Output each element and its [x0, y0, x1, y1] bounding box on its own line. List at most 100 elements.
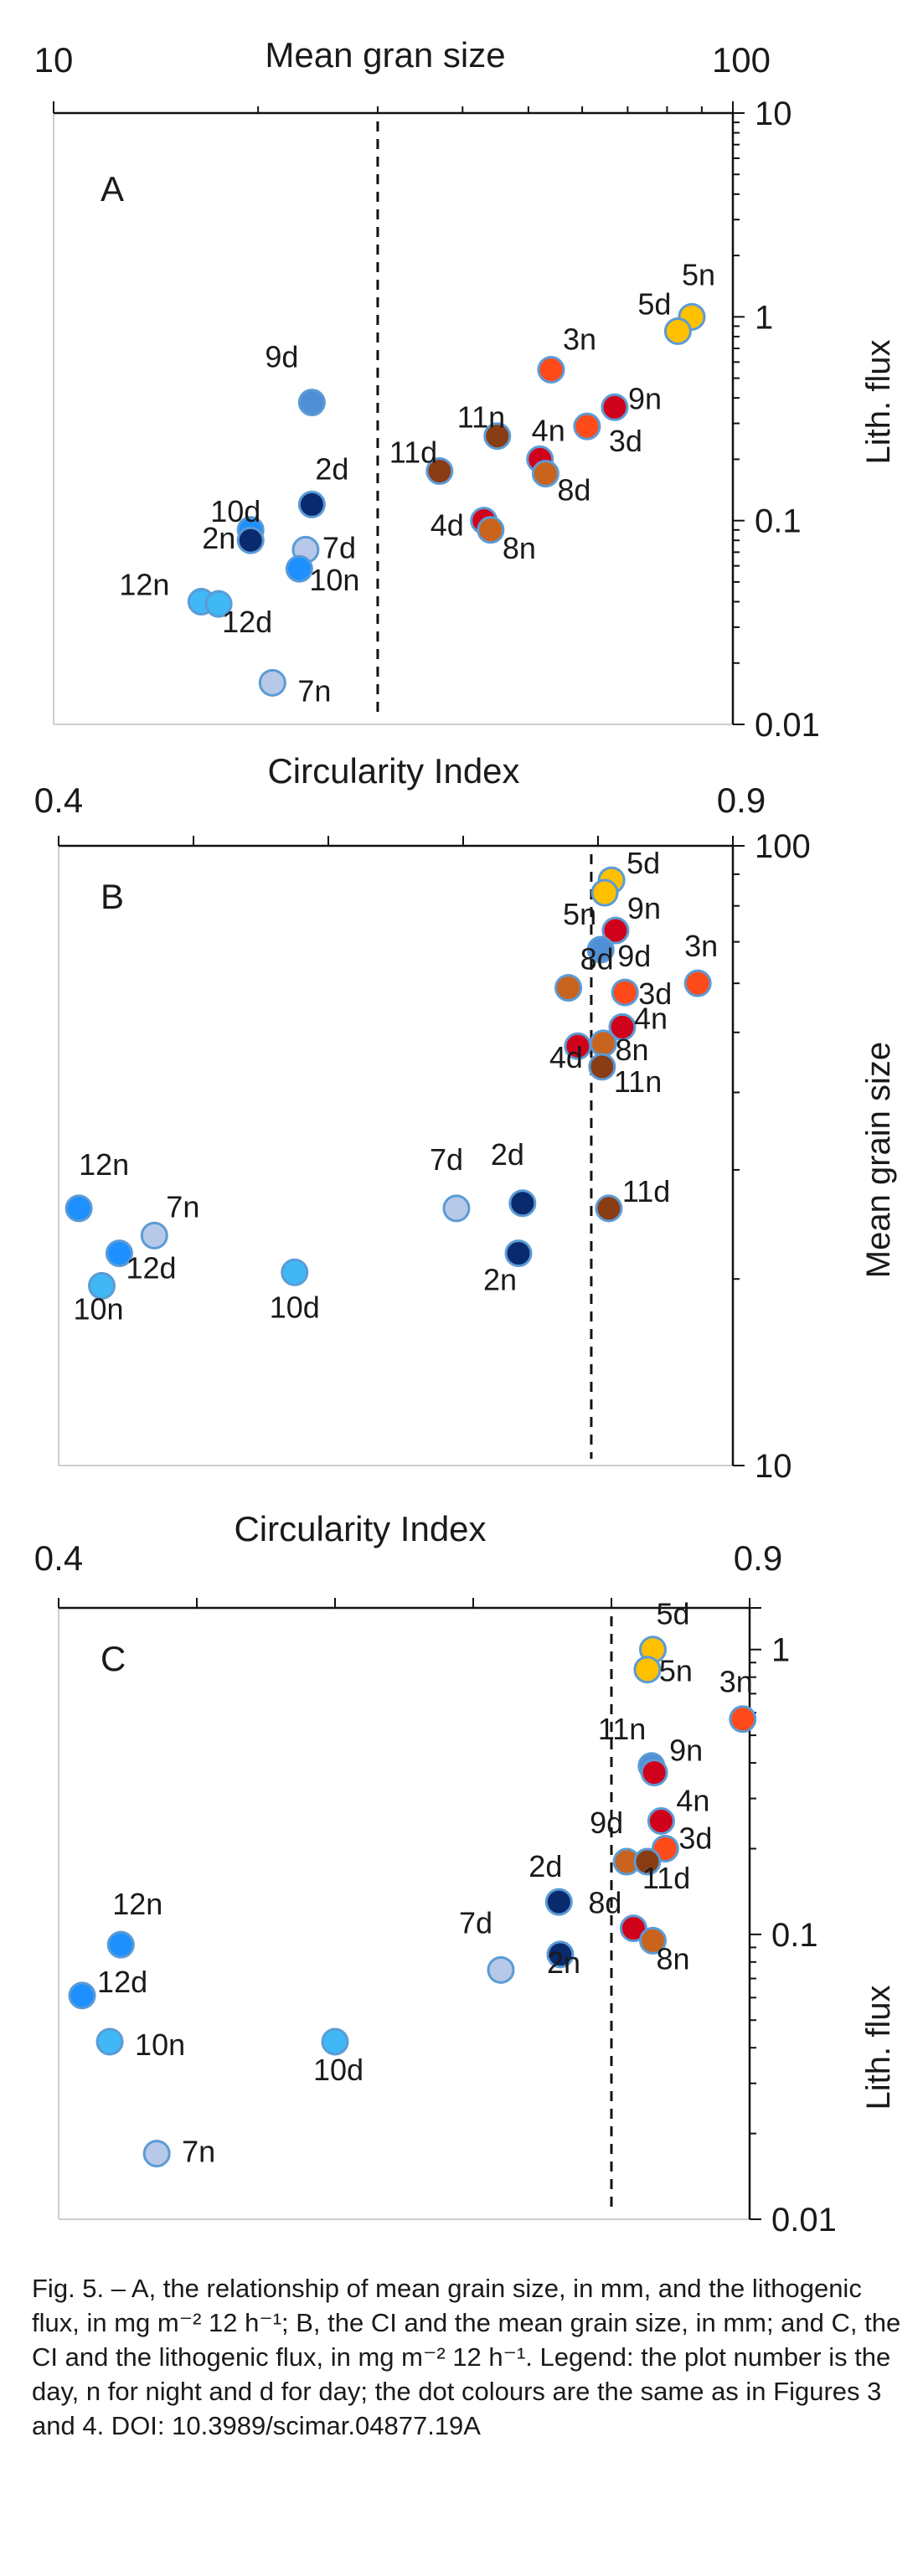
point-label: 4n: [532, 413, 565, 447]
point-label: 8n: [657, 1941, 690, 1976]
point-label: 7d: [322, 530, 356, 564]
point-label: 5n: [563, 897, 596, 931]
point-label: 4d: [431, 508, 464, 543]
point-7d: [487, 1955, 515, 1984]
y-tick-label: 1: [771, 1632, 790, 1669]
x-axis-title: Mean gran size: [265, 35, 505, 75]
panel-b: 0.4 0.9 100 10 Circularity Index Mean grain s…: [34, 751, 897, 1485]
point-2n: [236, 526, 265, 554]
x-tick-label: 100: [712, 40, 771, 80]
point-label: 12d: [126, 1251, 176, 1285]
point-label: 12d: [97, 1965, 147, 1999]
figure-panels: 10 100 10 1 0.1 0.01 Mean gran size Lith. flux A…: [34, 35, 897, 2239]
point-8d: [554, 974, 583, 1002]
y-tick-label: 0.01: [771, 2202, 837, 2239]
panel-a: 10 100 10 1 0.1 0.01 Mean gran size Lith. flux A…: [34, 35, 897, 744]
point-label: 4n: [676, 1783, 709, 1817]
x-axis-title: Circularity Index: [267, 751, 519, 791]
point-3d: [611, 978, 639, 1007]
point-10n: [95, 2027, 124, 2056]
figure-caption: Fig. 5. – A, the relationship of mean gr…: [32, 2274, 901, 2440]
x-tick-label: 0.9: [734, 1538, 782, 1578]
point-2d: [508, 1189, 537, 1218]
point-3n: [729, 1705, 757, 1734]
x-tick-label: 0.9: [717, 781, 766, 820]
y-axis-title: Mean grain size: [860, 1042, 897, 1278]
point-9n: [601, 916, 630, 945]
point-label: 11n: [598, 1712, 646, 1746]
point-label: 10n: [135, 2027, 185, 2062]
x-tick-label: 0.4: [34, 1538, 83, 1578]
point-label: 10d: [210, 494, 260, 528]
y-tick-label: 0.1: [755, 503, 802, 540]
point-10n: [88, 1271, 116, 1300]
point-5d: [663, 317, 692, 346]
point-10d: [281, 1258, 309, 1286]
point-9n: [640, 1759, 668, 1787]
point-8n: [639, 1926, 667, 1955]
y-tick-label: 10: [755, 1448, 792, 1485]
point-3n: [683, 969, 712, 997]
point-9d: [586, 935, 615, 964]
point-label: 5d: [657, 1597, 690, 1631]
point-label: 7d: [459, 1905, 492, 1940]
point-label: 5n: [682, 257, 715, 291]
point-label: 3d: [678, 1821, 712, 1855]
panel-label: A: [101, 169, 124, 209]
point-3d: [573, 412, 601, 440]
point-4n: [608, 1012, 637, 1041]
point-label: 7d: [430, 1142, 463, 1177]
point-7n: [142, 2140, 171, 2168]
point-label: 2d: [529, 1849, 562, 1883]
point-label: 9d: [617, 939, 651, 973]
point-12n: [106, 1930, 135, 1959]
point-label: 10d: [313, 2053, 364, 2087]
x-axis-title: Circularity Index: [234, 1509, 486, 1548]
point-label: 8d: [557, 473, 590, 507]
point-label: 8d: [588, 1886, 621, 1920]
point-2d: [544, 1888, 573, 1916]
y-tick-label: 100: [755, 828, 811, 865]
x-tick-label: 0.4: [34, 781, 83, 820]
point-10n: [285, 554, 313, 583]
point-2n: [546, 1940, 575, 1969]
point-11n: [588, 1053, 616, 1081]
point-4n: [647, 1806, 675, 1835]
point-label: 3n: [684, 929, 718, 963]
point-12n: [64, 1194, 93, 1223]
point-7n: [258, 668, 286, 697]
point-8n: [477, 516, 505, 544]
x-tick-label: 10: [34, 40, 74, 80]
point-8d: [619, 1914, 647, 1943]
point-label: 8n: [503, 531, 536, 565]
point-11d: [425, 457, 454, 486]
point-11n: [483, 422, 512, 451]
y-tick-label: 1: [755, 299, 773, 336]
point-label: 9n: [627, 891, 661, 925]
point-label: 2n: [483, 1263, 517, 1297]
point-7d: [442, 1194, 471, 1223]
y-tick-label: 10: [755, 95, 792, 132]
point-label: 11d: [389, 435, 437, 470]
point-label: 5d: [627, 846, 660, 880]
point-12d: [68, 1981, 96, 2010]
point-label: 3d: [609, 424, 642, 458]
point-10d: [321, 2027, 349, 2056]
point-label: 12n: [112, 1887, 162, 1921]
point-5n: [590, 878, 619, 907]
point-label: 3n: [719, 1665, 753, 1699]
point-label: 2d: [491, 1137, 524, 1172]
point-8d: [531, 460, 559, 488]
point-3n: [537, 356, 565, 384]
point-label: 2d: [315, 451, 348, 486]
point-label: 8n: [615, 1033, 648, 1067]
point-9d: [297, 389, 326, 417]
y-axis-title: Lith. flux: [860, 1986, 897, 2110]
point-8n: [589, 1029, 617, 1058]
point-label: 2n: [202, 521, 235, 555]
point-2d: [297, 490, 326, 518]
point-label: 4d: [549, 1040, 583, 1074]
point-label: 7n: [297, 673, 331, 708]
point-label: 12d: [222, 605, 272, 639]
panel-c: 0.4 0.9 1 0.1 0.01 Circularity Index Lith. flu…: [34, 1509, 897, 2239]
